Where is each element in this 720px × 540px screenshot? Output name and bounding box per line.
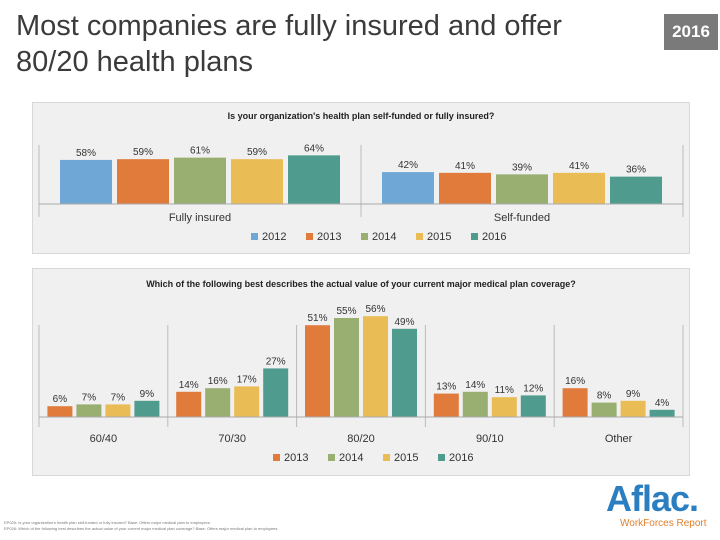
legend-swatch-2016 (471, 233, 478, 240)
bar-2016 (134, 400, 160, 417)
legend-label: 2015 (394, 452, 418, 464)
bar-2015 (491, 397, 517, 417)
bar-2015 (231, 159, 283, 204)
slide-title: Most companies are fully insured and off… (16, 10, 562, 78)
legend-swatch-2012 (251, 233, 258, 240)
data-label: 14% (465, 380, 485, 391)
bar-2015 (363, 316, 388, 417)
category-label: 90/10 (476, 433, 504, 445)
legend-swatch-2015 (416, 233, 423, 240)
legend-label: 2013 (284, 452, 308, 464)
bar-2015 (553, 172, 605, 204)
category-label: Self-funded (494, 212, 550, 224)
chart-panel-funding: Is your organization's health plan self-… (32, 102, 690, 254)
data-label: 59% (247, 147, 267, 158)
category-label: Fully insured (169, 212, 231, 224)
bar-2016 (288, 155, 340, 204)
bar-2016 (263, 368, 289, 417)
data-label: 9% (140, 389, 155, 400)
logo-subtitle: WorkForces Report (620, 518, 707, 529)
bar-2014 (462, 391, 488, 417)
legend-label: 2014 (339, 452, 363, 464)
data-label: 16% (565, 376, 585, 387)
bar-2016 (649, 409, 675, 417)
bar-2014 (334, 318, 359, 417)
chart-title: Is your organization's health plan self-… (228, 111, 495, 121)
data-label: 9% (626, 389, 641, 400)
data-label: 36% (626, 165, 646, 176)
category-label: 60/40 (90, 433, 118, 445)
bar-2013 (117, 159, 169, 204)
data-label: 6% (53, 394, 68, 405)
data-label: 59% (133, 147, 153, 158)
logo-wordmark: Aflac. (606, 478, 699, 519)
data-label: 12% (523, 383, 543, 394)
data-label: 7% (111, 392, 126, 403)
bar-2015 (105, 404, 131, 417)
legend-label: 2015 (427, 231, 451, 243)
data-label: 27% (266, 356, 286, 367)
aflac-logo: Aflac. WorkForces Report (598, 478, 716, 534)
category-label: 70/30 (218, 433, 246, 445)
bar-2014 (174, 157, 226, 204)
data-label: 55% (336, 306, 356, 317)
data-label: 16% (208, 376, 228, 387)
bar-2013 (176, 391, 202, 417)
data-label: 51% (307, 313, 327, 324)
bar-2015 (620, 400, 646, 417)
data-label: 13% (436, 382, 456, 393)
footnote-1: EP025: Is your organization's health pla… (4, 520, 211, 525)
bar-2014 (496, 174, 548, 204)
bar-2014 (591, 402, 617, 417)
legend-swatch-2013 (273, 454, 280, 461)
data-label: 39% (512, 162, 532, 173)
legend-swatch-2014 (361, 233, 368, 240)
data-label: 7% (82, 392, 97, 403)
chart-title: Which of the following best describes th… (146, 279, 576, 289)
footnote-2: EP026: Which of the following best descr… (4, 526, 279, 531)
bar-2015 (234, 386, 260, 417)
bar-2014 (205, 388, 231, 417)
data-label: 49% (394, 317, 414, 328)
category-label: Other (605, 433, 633, 445)
data-label: 8% (597, 391, 612, 402)
data-label: 56% (365, 304, 385, 315)
bar-2016 (392, 328, 417, 417)
bar-2013 (47, 406, 73, 417)
data-label: 64% (304, 143, 324, 154)
bar-2016 (610, 176, 662, 204)
bar-2012 (382, 172, 434, 204)
bar-2012 (60, 159, 112, 204)
data-label: 61% (190, 146, 210, 157)
bar-2013 (562, 388, 588, 417)
legend-swatch-2013 (306, 233, 313, 240)
chart-funding-type: Is your organization's health plan self-… (38, 111, 684, 243)
legend-swatch-2014 (328, 454, 335, 461)
legend-label: 2016 (482, 231, 506, 243)
legend-label: 2013 (317, 231, 341, 243)
data-label: 42% (398, 160, 418, 171)
legend-swatch-2015 (383, 454, 390, 461)
category-label: 80/20 (347, 433, 375, 445)
data-label: 17% (237, 374, 257, 385)
data-label: 58% (76, 148, 96, 159)
data-label: 4% (655, 398, 670, 409)
bar-2016 (520, 395, 546, 417)
data-label: 11% (495, 385, 514, 396)
bar-2013 (439, 172, 491, 204)
year-badge: 2016 (664, 14, 718, 50)
legend-label: 2012 (262, 231, 286, 243)
data-label: 14% (179, 380, 199, 391)
legend-swatch-2016 (438, 454, 445, 461)
chart-panel-coverage: Which of the following best describes th… (32, 268, 690, 476)
chart-coverage-value: Which of the following best describes th… (38, 279, 684, 464)
bar-2013 (433, 393, 459, 417)
legend-label: 2016 (449, 452, 473, 464)
legend-label: 2014 (372, 231, 396, 243)
bar-2014 (76, 404, 102, 417)
data-label: 41% (569, 161, 589, 172)
bar-2013 (305, 325, 330, 417)
data-label: 41% (455, 161, 475, 172)
